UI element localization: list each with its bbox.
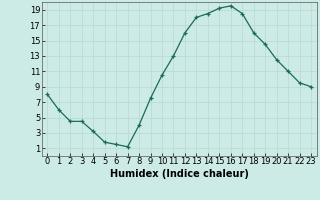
X-axis label: Humidex (Indice chaleur): Humidex (Indice chaleur) xyxy=(110,169,249,179)
